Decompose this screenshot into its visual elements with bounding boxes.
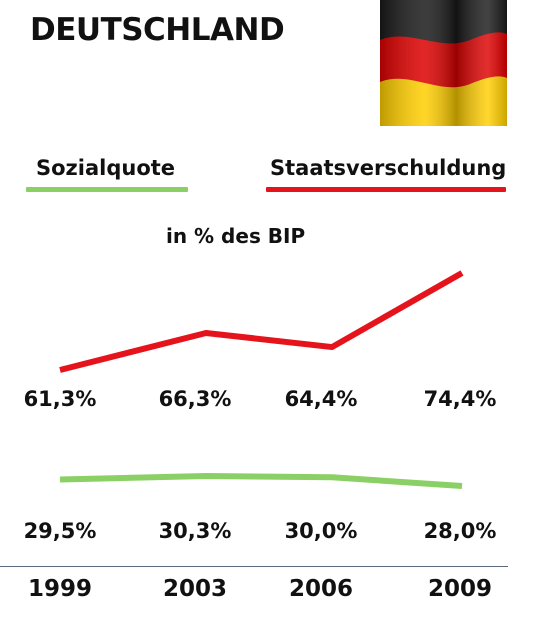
data-label-staatsverschuldung-2009: 74,4% — [424, 387, 497, 411]
series-line-staatsverschuldung — [59, 270, 464, 373]
page-title: DEUTSCHLAND — [30, 12, 285, 48]
x-tick-label-2003: 2003 — [163, 576, 227, 602]
legend-line-sozialquote — [26, 187, 188, 192]
legend-label-sozialquote: Sozialquote — [36, 156, 176, 180]
unit-label: in % des BIP — [166, 224, 306, 248]
series-line-sozialquote — [59, 473, 463, 489]
x-axis-line — [0, 566, 508, 567]
x-tick-label-2006: 2006 — [289, 576, 353, 602]
x-tick-label-2009: 2009 — [428, 576, 492, 602]
legend-line-staatsverschuldung — [266, 187, 506, 192]
german-flag-icon — [380, 0, 507, 126]
data-label-staatsverschuldung-1999: 61,3% — [24, 387, 97, 411]
data-label-sozialquote-2003: 30,3% — [159, 519, 232, 543]
x-tick-label-1999: 1999 — [28, 576, 92, 602]
legend-label-staatsverschuldung: Staatsverschuldung — [270, 156, 507, 180]
data-label-staatsverschuldung-2003: 66,3% — [159, 387, 232, 411]
data-label-sozialquote-2006: 30,0% — [285, 519, 358, 543]
data-label-staatsverschuldung-2006: 64,4% — [285, 387, 358, 411]
data-label-sozialquote-2009: 28,0% — [424, 519, 497, 543]
data-label-sozialquote-1999: 29,5% — [24, 519, 97, 543]
